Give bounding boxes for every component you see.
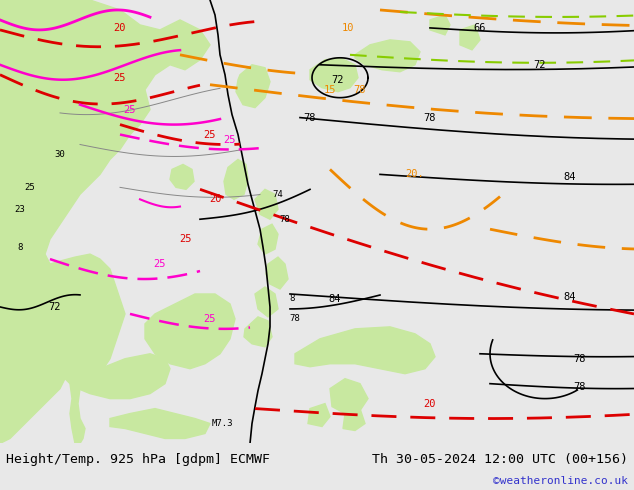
- Text: 84: 84: [329, 294, 341, 304]
- Text: Height/Temp. 925 hPa [gdpm] ECMWF: Height/Temp. 925 hPa [gdpm] ECMWF: [6, 453, 270, 466]
- Polygon shape: [236, 65, 270, 108]
- Text: 8: 8: [17, 243, 23, 252]
- Polygon shape: [430, 15, 450, 35]
- Polygon shape: [35, 254, 125, 389]
- Polygon shape: [308, 404, 330, 426]
- Text: 23: 23: [15, 205, 25, 214]
- Text: 25: 25: [113, 73, 126, 83]
- Text: 25: 25: [224, 135, 236, 145]
- Text: 20: 20: [113, 23, 126, 33]
- Text: 15: 15: [324, 85, 336, 95]
- Text: 78: 78: [574, 354, 586, 364]
- Polygon shape: [310, 58, 358, 92]
- Text: 66: 66: [474, 23, 486, 33]
- Text: 25: 25: [154, 259, 166, 269]
- Polygon shape: [355, 40, 420, 72]
- Text: 72: 72: [49, 302, 61, 312]
- Text: 25: 25: [179, 234, 191, 244]
- Text: ©weatheronline.co.uk: ©weatheronline.co.uk: [493, 476, 628, 486]
- Polygon shape: [244, 317, 272, 347]
- Text: Th 30-05-2024 12:00 UTC (00+156): Th 30-05-2024 12:00 UTC (00+156): [372, 453, 628, 466]
- Polygon shape: [255, 189, 278, 219]
- Text: 78: 78: [304, 113, 316, 122]
- Text: 84: 84: [564, 292, 576, 302]
- Text: 78: 78: [280, 215, 290, 224]
- Text: 25: 25: [124, 105, 136, 115]
- Text: 10: 10: [342, 23, 354, 33]
- Polygon shape: [255, 287, 278, 317]
- Polygon shape: [266, 257, 288, 289]
- Text: 25: 25: [25, 183, 36, 192]
- Polygon shape: [295, 327, 435, 374]
- Text: 74: 74: [273, 190, 283, 199]
- Polygon shape: [460, 25, 480, 50]
- Polygon shape: [224, 159, 248, 199]
- Text: 78: 78: [424, 113, 436, 122]
- Polygon shape: [78, 354, 170, 398]
- Text: 25: 25: [204, 314, 216, 324]
- Text: 8: 8: [289, 294, 295, 303]
- Text: 30: 30: [55, 150, 65, 159]
- Text: 20: 20: [424, 398, 436, 409]
- Text: 78: 78: [290, 315, 301, 323]
- Text: 78: 78: [574, 382, 586, 392]
- Text: 72: 72: [332, 74, 344, 85]
- Text: 20: 20: [209, 195, 221, 204]
- Polygon shape: [330, 379, 368, 414]
- Text: 25: 25: [204, 129, 216, 140]
- Polygon shape: [145, 294, 235, 368]
- Polygon shape: [343, 409, 365, 431]
- Polygon shape: [110, 409, 210, 439]
- Polygon shape: [68, 324, 85, 443]
- Polygon shape: [258, 224, 278, 254]
- Text: M7.3: M7.3: [211, 419, 233, 428]
- Text: 78: 78: [354, 85, 366, 95]
- Text: 20.: 20.: [406, 170, 424, 179]
- Text: 72: 72: [534, 60, 547, 70]
- Polygon shape: [170, 165, 194, 189]
- Text: 84: 84: [564, 172, 576, 182]
- Polygon shape: [0, 0, 210, 443]
